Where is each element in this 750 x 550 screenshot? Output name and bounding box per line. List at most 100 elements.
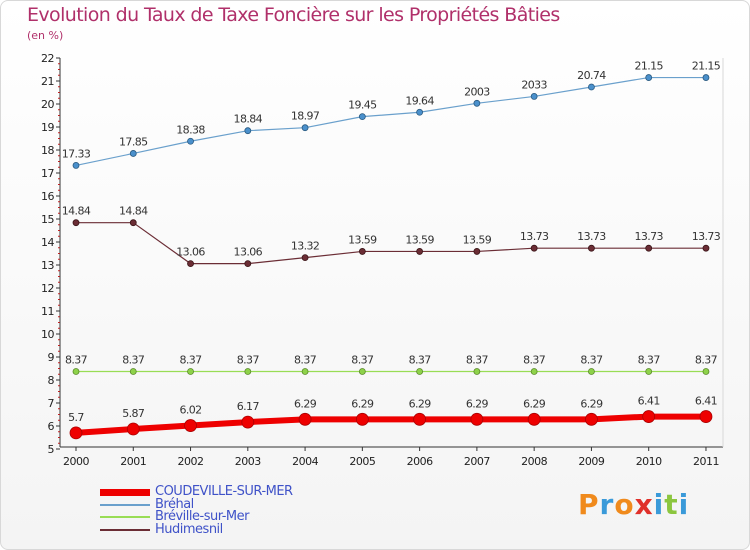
x-tick-label: 2008 (521, 455, 547, 468)
data-point (244, 127, 252, 135)
y-tick-label: 11 (41, 305, 54, 318)
data-point (358, 248, 366, 255)
data-label: 8.37 (294, 353, 317, 366)
data-label: 13.06 (234, 246, 263, 259)
data-label: 13.73 (692, 230, 721, 243)
legend-item: Hudimesnil (100, 522, 360, 537)
data-point (355, 412, 369, 426)
y-tick-label: 10 (41, 328, 54, 341)
data-point (184, 419, 197, 432)
legend-swatch (100, 503, 150, 506)
data-point (530, 244, 538, 252)
data-label: 17.33 (62, 147, 91, 160)
data-label: 6.29 (466, 397, 489, 410)
y-tick-label: 20 (41, 98, 54, 111)
series-line (75, 413, 706, 436)
y-tick-label: 22 (41, 52, 54, 65)
data-label: 13.59 (463, 233, 492, 246)
data-label: 13.59 (348, 233, 377, 246)
data-label: 21.15 (692, 60, 721, 73)
data-label: 13.32 (291, 240, 320, 253)
data-point (301, 254, 309, 262)
data-point (298, 412, 312, 426)
data-point (187, 368, 194, 375)
y-tick-label: 16 (41, 190, 54, 203)
data-point (530, 368, 538, 375)
data-point (588, 83, 595, 91)
data-point (416, 368, 424, 375)
data-label: 6.17 (237, 400, 260, 413)
x-tick-label: 2005 (349, 455, 375, 468)
data-point (244, 368, 252, 375)
x-tick-label: 2000 (63, 455, 89, 468)
y-tick-label: 9 (48, 351, 55, 364)
data-label: 14.84 (62, 205, 91, 218)
legend-item: COUDEVILLE-SUR-MER (100, 484, 360, 499)
logo-letter: P (578, 488, 600, 521)
data-point (187, 260, 194, 268)
x-tick-label: 2007 (464, 455, 490, 468)
y-tick-label: 5 (48, 443, 55, 456)
x-tick-label: 2003 (235, 455, 261, 468)
data-label: 13.73 (577, 230, 606, 243)
data-point (699, 410, 713, 423)
y-tick-label: 13 (41, 259, 54, 272)
data-point (530, 93, 538, 100)
legend-item: Bréville-sur-Mer (100, 509, 360, 524)
data-point (645, 244, 653, 252)
data-label: 8.37 (695, 353, 718, 366)
data-label: 8.37 (523, 353, 546, 366)
data-label: 8.37 (65, 353, 88, 366)
y-tick-label: 6 (48, 420, 55, 433)
data-point (416, 248, 424, 255)
legend-label: Bréville-sur-Mer (155, 509, 249, 524)
data-point (244, 260, 252, 268)
data-label: 6.02 (179, 404, 201, 417)
x-tick-label: 2009 (578, 455, 604, 468)
data-point (702, 368, 710, 375)
data-point (72, 162, 80, 169)
data-label: 6.41 (695, 395, 717, 408)
x-tick-label: 2001 (120, 455, 146, 468)
data-label: 19.45 (348, 99, 377, 112)
data-label: 8.37 (638, 353, 661, 366)
data-label: 5.7 (68, 411, 84, 424)
y-tick-label: 8 (48, 374, 55, 387)
data-point (588, 368, 595, 375)
data-point (585, 412, 598, 426)
data-point (470, 412, 484, 426)
series-line (76, 222, 706, 265)
data-point (129, 219, 137, 227)
data-point (301, 368, 309, 375)
data-label: 8.37 (466, 353, 489, 366)
data-label: 8.37 (409, 353, 432, 366)
x-tick-label: 2011 (693, 455, 719, 468)
data-point (69, 426, 83, 440)
y-tick-label: 18 (41, 144, 54, 157)
data-label: 8.37 (351, 353, 374, 366)
data-point (645, 74, 653, 81)
data-label: 5.87 (122, 407, 145, 420)
data-point (241, 415, 255, 429)
data-point (129, 150, 137, 157)
data-point (416, 108, 424, 116)
logo-letter: r (599, 488, 615, 521)
data-label: 18.97 (291, 110, 320, 123)
y-tick-label: 14 (41, 236, 54, 249)
data-label: 8.37 (580, 353, 603, 366)
data-point (358, 113, 366, 121)
data-label: 14.84 (119, 205, 148, 218)
x-tick-label: 2010 (636, 455, 662, 468)
data-point (126, 422, 140, 436)
y-tick-label: 7 (48, 397, 55, 410)
data-point (413, 412, 427, 426)
data-point (72, 368, 80, 375)
logo-letter: t (664, 488, 679, 521)
data-point (301, 124, 309, 132)
data-point (588, 244, 595, 252)
data-point (187, 137, 194, 145)
proxiti-logo: Proxiti (578, 488, 689, 521)
x-tick-label: 2004 (292, 455, 318, 468)
